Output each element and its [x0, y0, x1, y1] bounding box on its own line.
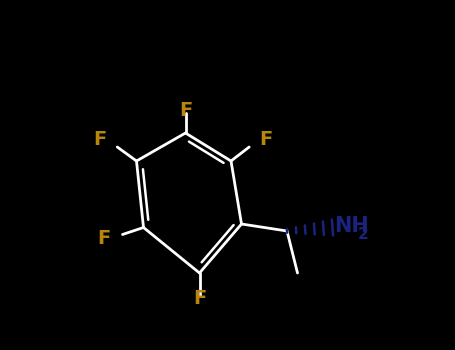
Text: F: F	[179, 102, 192, 120]
Text: 2: 2	[358, 227, 369, 242]
Text: F: F	[93, 131, 107, 149]
Text: F: F	[259, 131, 272, 149]
Text: F: F	[193, 289, 206, 308]
Text: NH: NH	[334, 216, 369, 236]
Text: F: F	[97, 229, 110, 247]
